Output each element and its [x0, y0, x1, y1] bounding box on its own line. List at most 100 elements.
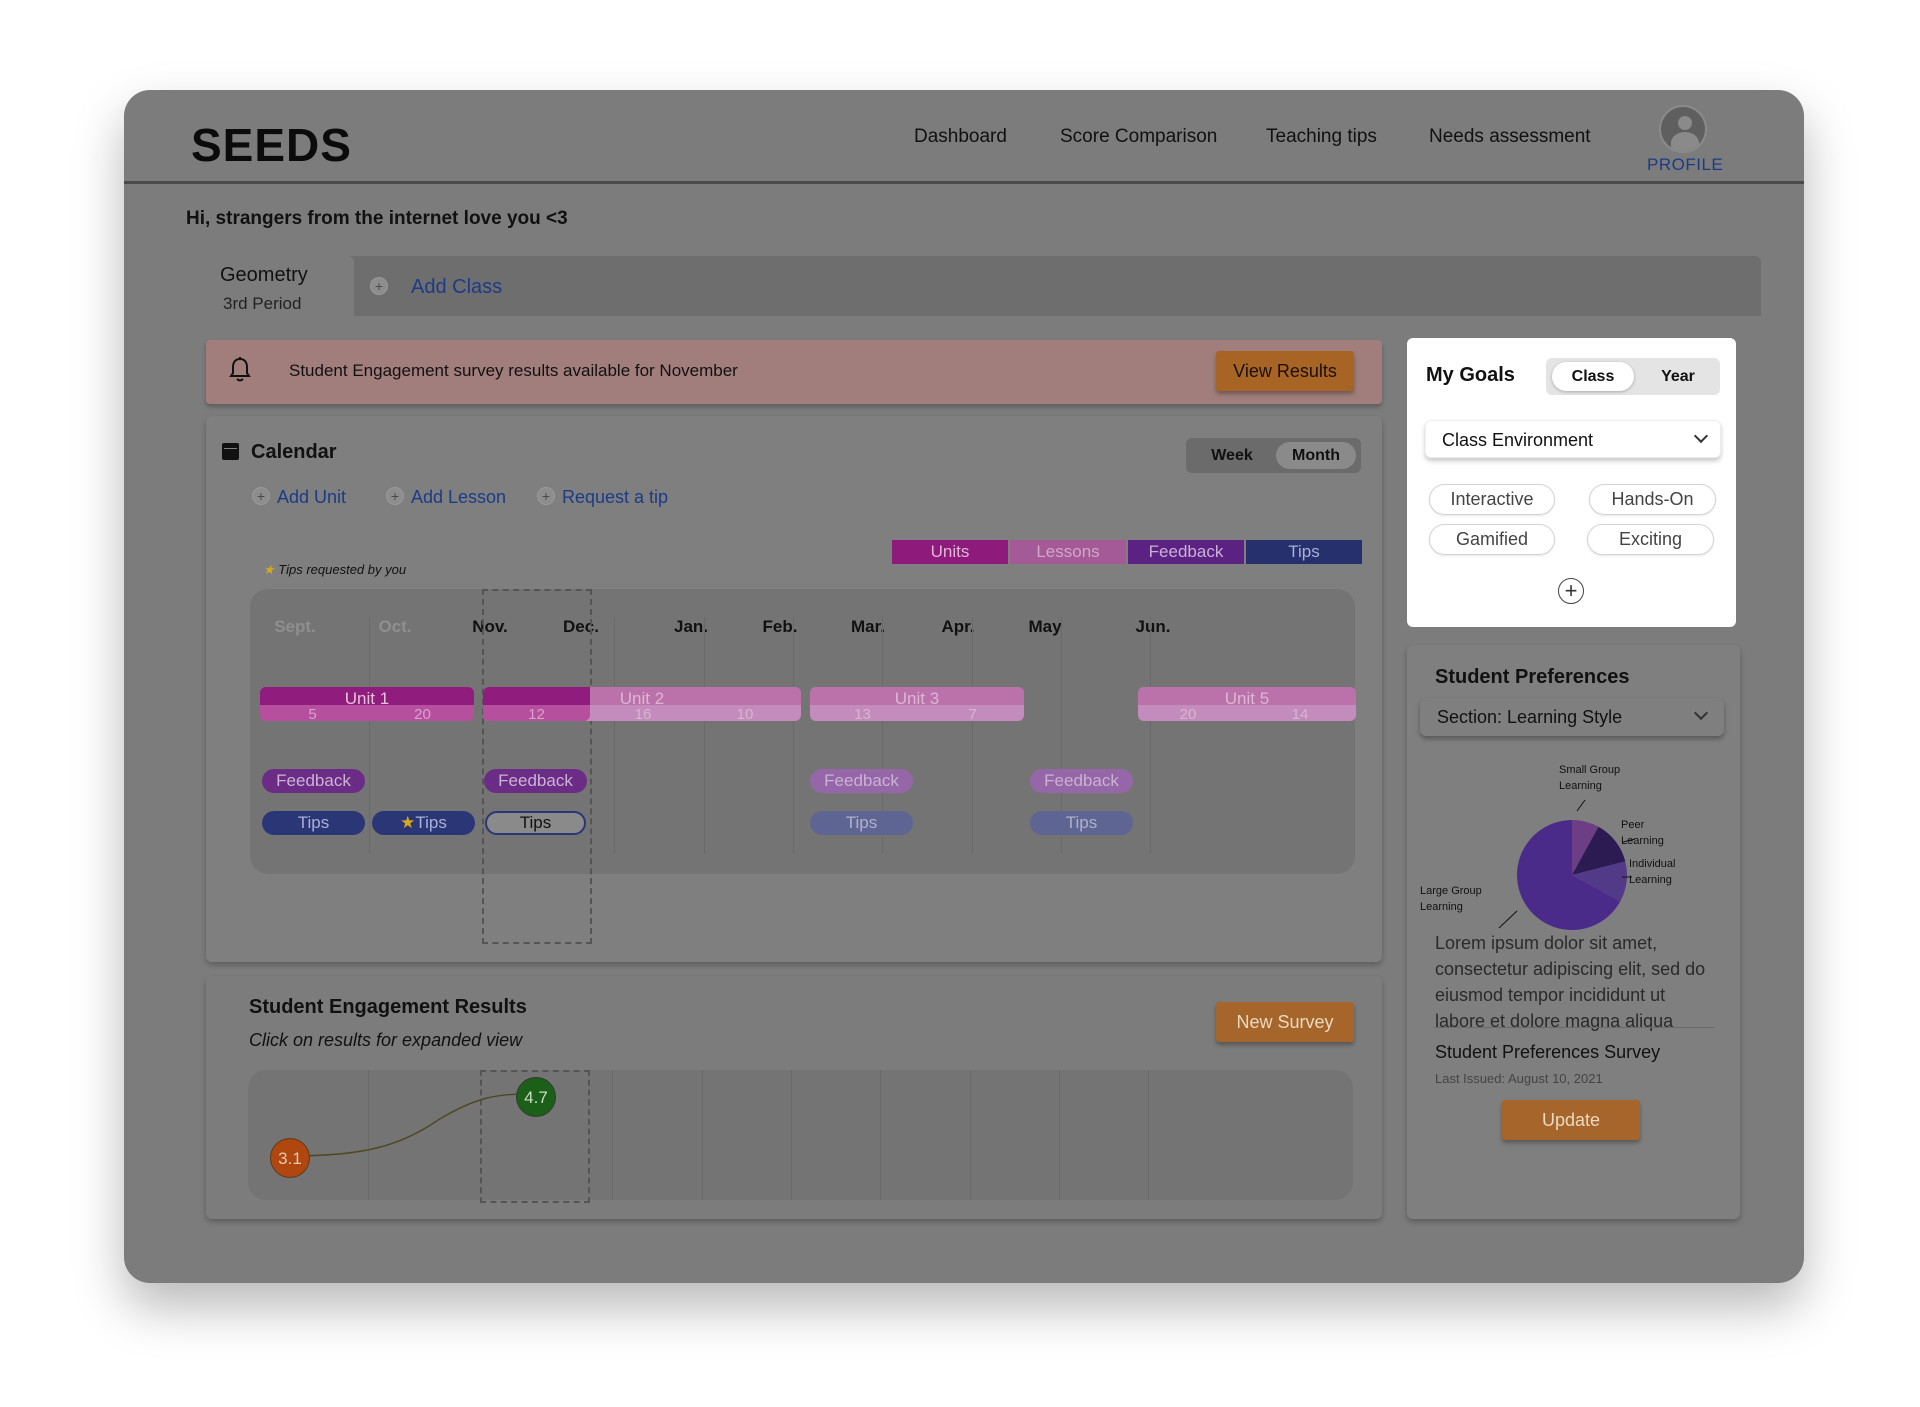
- unit-5-bar[interactable]: Unit 5 20 14: [1138, 687, 1356, 723]
- toggle-class[interactable]: Class: [1552, 362, 1634, 391]
- tips-pill-sept[interactable]: Tips: [262, 811, 365, 835]
- section-dropdown[interactable]: Section: Learning Style: [1420, 698, 1724, 736]
- unit-3-lesson-2[interactable]: 7: [968, 706, 977, 723]
- goal-category-dropdown[interactable]: Class Environment: [1425, 420, 1721, 458]
- survey-last-issued: Last Issued: August 10, 2021: [1435, 1071, 1603, 1086]
- score-marker-low[interactable]: 3.1: [270, 1138, 310, 1178]
- app-window: SEEDS Dashboard Score Comparison Teachin…: [124, 90, 1804, 1283]
- greeting-text: Hi, strangers from the internet love you…: [186, 208, 568, 229]
- learning-style-pie-chart[interactable]: [1407, 755, 1740, 955]
- avatar-icon[interactable]: [1659, 105, 1707, 153]
- add-unit-plus-icon[interactable]: +: [252, 487, 270, 505]
- unit-1-lesson-2[interactable]: 20: [414, 706, 431, 723]
- unit-3-lesson-1[interactable]: 13: [854, 706, 871, 723]
- month-may: May: [1028, 617, 1062, 636]
- unit-5-lesson-2[interactable]: 14: [1291, 706, 1309, 723]
- feedback-pill-feb[interactable]: Feedback: [810, 769, 913, 793]
- toggle-year[interactable]: Year: [1661, 368, 1695, 385]
- unit-5-lesson-1[interactable]: 20: [1179, 706, 1197, 723]
- class-tab-subtitle: 3rd Period: [223, 294, 302, 313]
- unit-2-lesson-1[interactable]: 12: [528, 706, 545, 723]
- engagement-title: Student Engagement Results: [249, 996, 527, 1018]
- month-jun: Jun.: [1135, 617, 1171, 636]
- pie-slice-individual[interactable]: [1572, 861, 1627, 902]
- survey-title: Student Preferences Survey: [1435, 1042, 1661, 1062]
- dropdown-selected: Class Environment: [1442, 430, 1594, 450]
- unit-3-label: Unit 3: [894, 689, 940, 708]
- week-month-toggle: Week Month: [1186, 438, 1361, 473]
- pie-label-large-group: Large Group Learning: [1420, 885, 1482, 913]
- add-lesson-plus-icon[interactable]: +: [386, 487, 404, 505]
- view-results-button[interactable]: View Results: [1216, 351, 1354, 391]
- month-mar: Mar.: [850, 617, 886, 636]
- pie-slice-small-group[interactable]: [1572, 820, 1599, 875]
- add-unit-link[interactable]: Add Unit: [277, 487, 347, 507]
- tips-pill-apr[interactable]: Tips: [1030, 811, 1133, 835]
- request-tip-plus-icon[interactable]: +: [537, 487, 555, 505]
- new-survey-button[interactable]: New Survey: [1216, 1002, 1354, 1042]
- update-survey-button[interactable]: Update: [1502, 1100, 1640, 1140]
- add-class-plus-icon[interactable]: +: [370, 277, 388, 295]
- request-tip-link[interactable]: Request a tip: [562, 487, 669, 507]
- legend-lessons: Lessons: [1010, 540, 1126, 564]
- unit-1-lesson-1[interactable]: 5: [308, 706, 317, 723]
- add-lesson-link[interactable]: Add Lesson: [411, 487, 507, 507]
- legend-units: Units: [892, 540, 1008, 564]
- banner-message: Student Engagement survey results availa…: [289, 361, 738, 380]
- chevron-down-icon: [1693, 428, 1709, 444]
- profile-link[interactable]: PROFILE: [1647, 155, 1724, 174]
- tips-pill-nov[interactable]: Tips: [485, 811, 586, 835]
- feedback-pill-nov[interactable]: Feedback: [484, 769, 587, 793]
- legend-tips: Tips: [1246, 540, 1362, 564]
- pie-slice-peer[interactable]: [1572, 826, 1626, 875]
- tips-pill-feb[interactable]: Tips: [810, 811, 913, 835]
- unit-2-bar[interactable]: Unit 2 12 16 10: [483, 687, 801, 723]
- goal-chip-interactive[interactable]: Interactive: [1429, 484, 1555, 515]
- calendar-title: Calendar: [251, 441, 337, 463]
- star-icon: ★: [263, 562, 275, 577]
- star-icon: ★: [400, 813, 416, 832]
- unit-2-lesson-2[interactable]: 16: [634, 706, 652, 723]
- toggle-week[interactable]: Week: [1211, 447, 1253, 464]
- unit-2-lesson-3[interactable]: 10: [736, 706, 754, 723]
- tab-geometry[interactable]: [174, 256, 354, 316]
- pie-label-individual: Individual Learning: [1629, 858, 1676, 886]
- goal-chip-exciting[interactable]: Exciting: [1587, 524, 1714, 555]
- calendar-icon: [222, 443, 239, 460]
- nav-needs-assessment[interactable]: Needs assessment: [1429, 126, 1591, 147]
- unit-1-label: Unit 1: [344, 689, 390, 708]
- engagement-card: Student Engagement Results Click on resu…: [206, 976, 1382, 1219]
- unit-1-bar[interactable]: Unit 1 5 20: [260, 687, 474, 723]
- divider: [1435, 1027, 1715, 1028]
- goal-chip-gamified[interactable]: Gamified: [1429, 524, 1555, 555]
- chevron-down-icon: [1693, 705, 1709, 721]
- survey-notification-banner: Student Engagement survey results availa…: [206, 340, 1382, 404]
- top-navigation-bar: SEEDS Dashboard Score Comparison Teachin…: [124, 90, 1804, 184]
- score-marker-high[interactable]: 4.7: [516, 1077, 556, 1117]
- student-preferences-card: Student Preferences Section: Learning St…: [1407, 645, 1740, 1219]
- pie-label-small-group: Small Group Learning: [1559, 764, 1621, 792]
- feedback-pill-apr[interactable]: Feedback: [1030, 769, 1133, 793]
- trend-line: [289, 1093, 533, 1157]
- goal-chip-hands-on[interactable]: Hands-On: [1589, 484, 1716, 515]
- bell-icon: [229, 357, 251, 382]
- nav-teaching-tips[interactable]: Teaching tips: [1266, 126, 1377, 147]
- app-logo: SEEDS: [191, 119, 352, 171]
- legend-feedback: Feedback: [1128, 540, 1244, 564]
- engagement-chart[interactable]: 3.1 4.7: [248, 1070, 1353, 1203]
- feedback-pill-sept[interactable]: Feedback: [262, 769, 365, 793]
- nav-score-comparison[interactable]: Score Comparison: [1060, 126, 1218, 147]
- month-sept: Sept.: [274, 617, 316, 636]
- pie-slice-large-group[interactable]: [1517, 820, 1621, 930]
- preferences-title: Student Preferences: [1435, 666, 1630, 688]
- tips-pill-oct[interactable]: ★Tips: [372, 811, 475, 835]
- add-class-link[interactable]: Add Class: [411, 276, 503, 298]
- unit-3-bar[interactable]: Unit 3 13 7: [810, 687, 1024, 723]
- my-goals-card: My Goals Class Year Class Environment In…: [1407, 338, 1736, 627]
- goals-title: My Goals: [1426, 364, 1515, 386]
- class-year-toggle: Class Year: [1546, 358, 1720, 395]
- section-selected: Section: Learning Style: [1437, 707, 1623, 727]
- add-goal-plus-icon[interactable]: +: [1558, 578, 1584, 604]
- nav-dashboard[interactable]: Dashboard: [914, 126, 1007, 147]
- toggle-month[interactable]: Month: [1276, 442, 1356, 469]
